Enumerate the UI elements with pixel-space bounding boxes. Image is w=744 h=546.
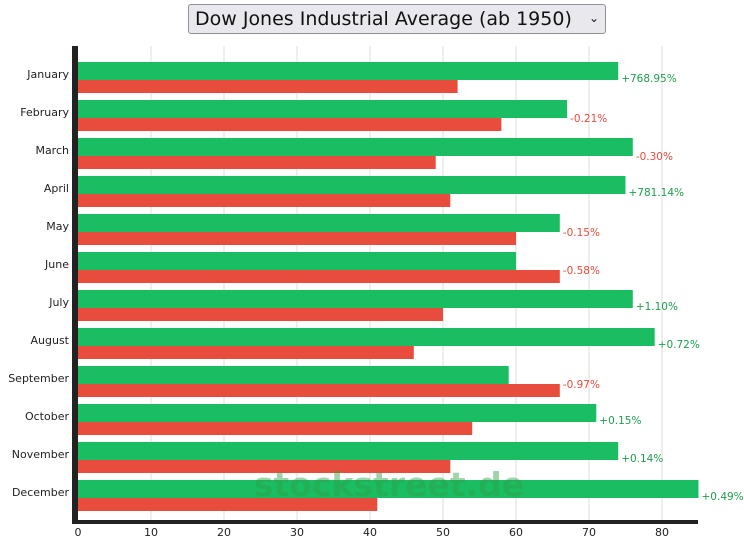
month-label: May	[46, 220, 69, 233]
bar-down	[78, 422, 473, 435]
x-axis-line	[72, 520, 698, 524]
bar-up	[78, 328, 655, 346]
bar-down	[78, 156, 436, 169]
month-label: August	[31, 334, 70, 347]
month-label: June	[44, 258, 69, 271]
bar-down	[78, 308, 443, 321]
bar-down	[78, 194, 451, 207]
bar-up	[78, 366, 509, 384]
y-axis-line	[72, 46, 78, 520]
bar-up	[78, 176, 626, 194]
x-tick-label: 0	[75, 526, 82, 539]
bar-down	[78, 384, 560, 397]
data-label: +0.72%	[658, 339, 700, 351]
x-tick-label: 60	[509, 526, 523, 539]
month-label: February	[20, 106, 69, 119]
data-label: +768.95%	[621, 73, 677, 85]
x-tick-label: 20	[217, 526, 231, 539]
index-selector-label: Dow Jones Industrial Average (ab 1950)	[195, 8, 572, 30]
x-tick-label: 80	[655, 526, 669, 539]
data-label: +1.10%	[636, 301, 678, 313]
data-label: +781.14%	[629, 187, 685, 199]
data-label: -0.97%	[563, 379, 600, 391]
bar-down	[78, 460, 451, 473]
bar-up	[78, 442, 619, 460]
bar-up	[78, 480, 699, 498]
x-tick-label: 70	[582, 526, 596, 539]
data-label: +0.49%	[702, 491, 744, 503]
bar-up	[78, 138, 633, 156]
data-label: -0.58%	[563, 265, 600, 277]
bar-up	[78, 404, 597, 422]
bar-up	[78, 100, 568, 118]
month-label: September	[8, 372, 69, 385]
bar-up	[78, 214, 560, 232]
bar-down	[78, 270, 560, 283]
x-tick-label: 40	[363, 526, 377, 539]
bar-down	[78, 346, 414, 359]
month-label: November	[12, 448, 70, 461]
data-label: -0.30%	[636, 151, 673, 163]
bar-down	[78, 118, 502, 131]
bar-up	[78, 252, 516, 270]
data-label: -0.15%	[563, 227, 600, 239]
month-label: December	[12, 486, 70, 499]
data-label: +0.15%	[599, 415, 641, 427]
data-label: -0.21%	[570, 113, 607, 125]
bar-down	[78, 232, 516, 245]
index-selector[interactable]: Dow Jones Industrial Average (ab 1950) ⌄	[188, 4, 606, 34]
month-label: January	[26, 68, 69, 81]
watermark: stockstreet.de	[254, 465, 524, 504]
month-label: March	[35, 144, 69, 157]
x-tick-label: 30	[290, 526, 304, 539]
data-label: +0.14%	[621, 453, 663, 465]
month-label: July	[48, 296, 69, 309]
month-label: April	[44, 182, 69, 195]
month-label: October	[25, 410, 69, 423]
x-tick-label: 10	[144, 526, 158, 539]
bar-up	[78, 290, 633, 308]
chevron-down-icon: ⌄	[588, 11, 599, 25]
bar-up	[78, 62, 619, 80]
bar-down	[78, 80, 458, 93]
bar-down	[78, 498, 378, 511]
x-tick-label: 50	[436, 526, 450, 539]
